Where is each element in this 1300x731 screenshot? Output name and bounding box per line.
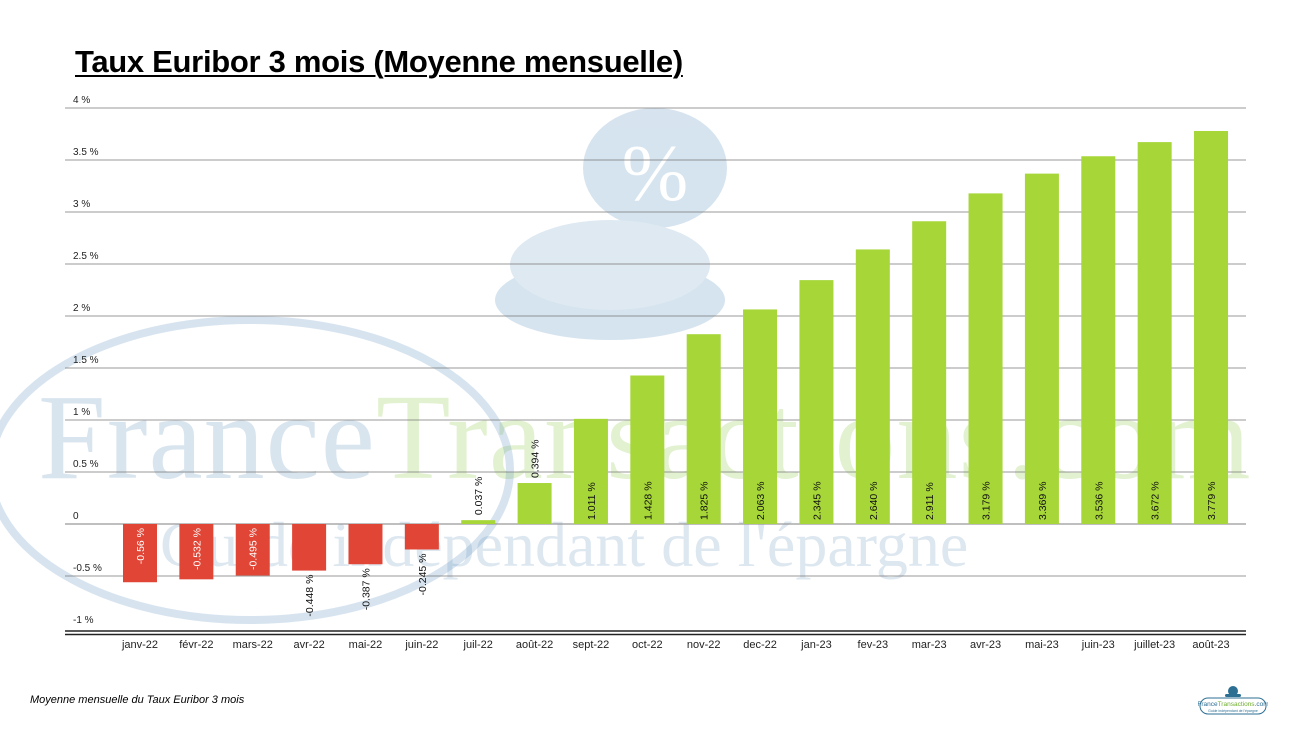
- data-label: -0.532 %: [191, 528, 203, 570]
- data-label: -0.448 %: [304, 575, 316, 617]
- x-tick-label: mars-22: [233, 639, 273, 651]
- x-tick-label: févr-22: [179, 639, 213, 651]
- x-tick-label: juillet-23: [1133, 639, 1175, 651]
- bar: [1081, 156, 1116, 525]
- x-tick-label: avr-22: [294, 639, 325, 651]
- data-label: 1.011 %: [586, 482, 598, 520]
- bar: [123, 524, 157, 583]
- data-label: 2.063 %: [755, 481, 767, 520]
- data-label: -0.495 %: [248, 528, 260, 570]
- data-label: 3.779 %: [1206, 481, 1218, 520]
- x-tick-label: juin-23: [1081, 639, 1115, 651]
- x-tick-label: août-22: [516, 639, 553, 651]
- y-tick-label: 1 %: [73, 407, 90, 418]
- y-tick-label: 2 %: [73, 303, 90, 314]
- watermark-coin-icon: %: [0, 108, 727, 624]
- bar: [743, 309, 778, 524]
- x-tick-label: août-23: [1192, 639, 1229, 651]
- x-tick-label: sept-22: [573, 639, 610, 651]
- y-tick-label: 0: [73, 511, 79, 522]
- bar: [573, 418, 608, 524]
- x-tick-label: mai-22: [349, 639, 383, 651]
- y-tick-label: 0.5 %: [73, 459, 99, 470]
- data-label: 0.394 %: [530, 439, 542, 478]
- svg-text:Guide indépendant de l'épargne: Guide indépendant de l'épargne: [1208, 709, 1258, 713]
- data-label: -0.387 %: [360, 568, 372, 610]
- data-label: -0.245 %: [417, 553, 429, 595]
- chart-caption: Moyenne mensuelle du Taux Euribor 3 mois: [30, 694, 245, 706]
- data-label: 2.911 %: [924, 482, 936, 520]
- x-tick-label: nov-22: [687, 639, 721, 651]
- page-title: Taux Euribor 3 mois (Moyenne mensuelle): [75, 44, 683, 79]
- data-label: 0.037 %: [473, 477, 485, 516]
- svg-text:%: %: [622, 130, 689, 218]
- data-label: 2.345 %: [811, 481, 823, 520]
- bar: [855, 249, 890, 524]
- bar: [799, 280, 834, 524]
- data-label: 1.428 %: [642, 481, 654, 520]
- x-tick-label: juin-22: [404, 639, 438, 651]
- y-tick-label: 2.5 %: [73, 251, 99, 262]
- x-tick-label: oct-22: [632, 639, 663, 651]
- y-tick-label: -0.5 %: [73, 563, 102, 574]
- bar: [1137, 142, 1172, 524]
- francetransactions-logo: FranceTransactions.com Guide indépendant…: [1198, 686, 1268, 715]
- bar: [292, 524, 327, 571]
- data-label: 3.536 %: [1093, 481, 1105, 520]
- x-tick-label: juil-22: [463, 639, 493, 651]
- x-tick-label: dec-22: [743, 639, 777, 651]
- data-label: -0.56 %: [135, 528, 147, 564]
- y-tick-label: 1.5 %: [73, 355, 99, 366]
- bar: [1194, 130, 1229, 524]
- watermark-part: France: [38, 370, 376, 505]
- bar: [179, 524, 214, 580]
- x-tick-label: mar-23: [912, 639, 947, 651]
- data-label: 3.672 %: [1150, 481, 1162, 520]
- y-tick-label: 3.5 %: [73, 147, 99, 158]
- x-tick-label: avr-23: [970, 639, 1001, 651]
- y-tick-label: 4 %: [73, 95, 90, 106]
- data-label: 3.369 %: [1037, 481, 1049, 520]
- x-tick-label: janv-22: [121, 639, 158, 651]
- bar: [968, 193, 1003, 524]
- svg-text:FranceTransactions.com: FranceTransactions.com: [1198, 701, 1268, 708]
- bar: [630, 375, 665, 524]
- x-tick-label: jan-23: [800, 639, 832, 651]
- bar: [686, 334, 721, 524]
- bar: [517, 483, 552, 524]
- x-tick-label: fev-23: [858, 639, 889, 651]
- bar: [404, 524, 439, 550]
- data-label: 1.825 %: [699, 481, 711, 520]
- bar: [1024, 173, 1059, 524]
- bar: [348, 524, 383, 565]
- y-tick-label: -1 %: [73, 615, 94, 626]
- bar: [912, 221, 947, 525]
- data-label: 2.640 %: [868, 481, 880, 520]
- bar: [235, 524, 270, 576]
- x-tick-label: mai-23: [1025, 639, 1059, 651]
- bar: [461, 520, 496, 524]
- y-tick-label: 3 %: [73, 199, 90, 210]
- data-label: 3.179 %: [981, 481, 993, 520]
